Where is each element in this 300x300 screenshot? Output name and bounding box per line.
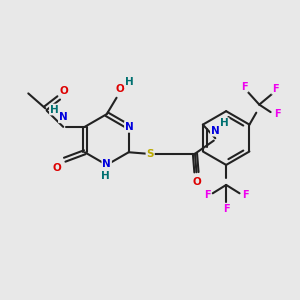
Text: H: H bbox=[125, 77, 134, 87]
Text: O: O bbox=[192, 177, 201, 187]
Text: F: F bbox=[274, 109, 281, 118]
Text: O: O bbox=[53, 163, 62, 173]
Text: N: N bbox=[102, 159, 111, 169]
Text: F: F bbox=[223, 204, 230, 214]
Text: N: N bbox=[211, 126, 220, 136]
Text: F: F bbox=[204, 190, 211, 200]
Text: N: N bbox=[125, 122, 134, 132]
Text: S: S bbox=[146, 149, 154, 159]
Text: O: O bbox=[59, 86, 68, 96]
Text: F: F bbox=[241, 82, 248, 92]
Text: N: N bbox=[59, 112, 68, 122]
Text: F: F bbox=[272, 84, 279, 94]
Text: H: H bbox=[101, 171, 110, 181]
Text: F: F bbox=[242, 190, 248, 200]
Text: H: H bbox=[50, 104, 58, 115]
Text: O: O bbox=[115, 84, 124, 94]
Text: H: H bbox=[220, 118, 229, 128]
